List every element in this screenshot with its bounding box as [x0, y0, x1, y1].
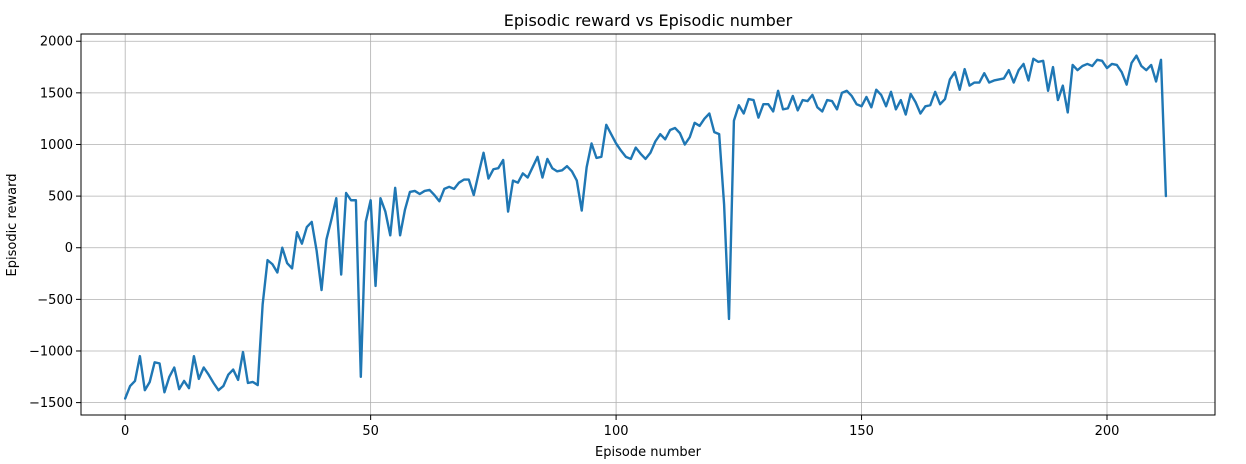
- y-tick-label: −1000: [29, 344, 73, 359]
- y-axis-label: Episodic reward: [5, 174, 20, 277]
- plot-frame: [80, 33, 1216, 416]
- y-tick-label: 2000: [40, 35, 73, 50]
- y-tick-label: 0: [65, 241, 73, 256]
- y-tick-label: 1000: [40, 138, 73, 153]
- x-axis-label: Episode number: [595, 445, 702, 460]
- y-axis-ticks: −1500 −1000 −500 0 500 1000 1500 2000: [29, 35, 81, 411]
- y-tick-label: −1500: [29, 396, 73, 411]
- x-tick-label: 200: [1095, 424, 1120, 439]
- x-tick-label: 100: [604, 424, 629, 439]
- x-axis-ticks: 0 50 100 150 200: [121, 415, 1119, 439]
- y-tick-label: 1500: [40, 86, 73, 101]
- y-tick-label: −500: [37, 293, 73, 308]
- chart-title: Episodic reward vs Episodic number: [504, 11, 793, 30]
- series-line-0: [123, 54, 1168, 400]
- x-tick-label: 150: [849, 424, 874, 439]
- grid: [81, 34, 1215, 415]
- y-tick-label: 500: [48, 190, 73, 205]
- x-tick-label: 50: [362, 424, 379, 439]
- series-layer: [123, 54, 1168, 400]
- x-tick-label: 0: [121, 424, 129, 439]
